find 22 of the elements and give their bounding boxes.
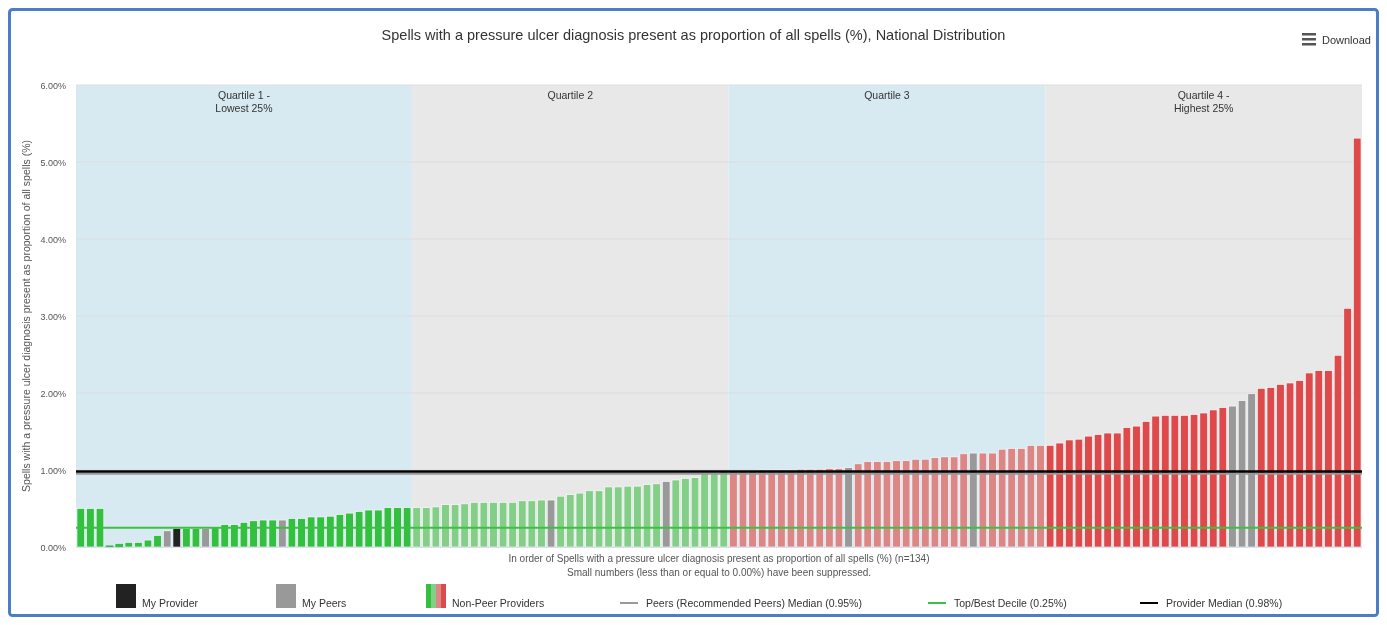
y-tick-label: 3.00%	[40, 311, 66, 322]
text: Small numbers (less than or equal to 0.00%) have been suppressed.	[566, 567, 872, 578]
y-tick-label: 2.00%	[40, 388, 66, 399]
y-tick-label: 4.00%	[40, 234, 66, 245]
legend-label: Top/Best Decile (0.25%)	[954, 597, 1067, 609]
y-tick-label: 0.00%	[40, 542, 66, 553]
text: Download	[1322, 34, 1371, 46]
y-axis-title: Spells with a pressure ulcer diagnosis present as proportion of all spells (%)	[20, 140, 32, 492]
legend-label: Non-Peer Providers	[452, 597, 545, 609]
legend-label: Provider Median (0.98%)	[1166, 597, 1283, 609]
annotation: Quartile 4 - Highest 25%	[1173, 89, 1234, 114]
legend-label: My Peers	[302, 597, 347, 609]
x-axis-title: In order of Spells with a pressure ulcer diagnosis present as proportion of all spells (%) (n=134)	[508, 553, 930, 564]
y-tick-label: 1.00%	[40, 465, 66, 476]
y-tick-label: 5.00%	[40, 157, 66, 168]
annotation: Quartile 1 - Lowest 25%	[215, 89, 273, 114]
annotation: Quartile 3	[864, 89, 910, 101]
legend-label: Peers (Recommended Peers) Median (0.95%)	[646, 597, 862, 609]
chart-title: Spells with a pressure ulcer diagnosis present as proportion of all spells (%), National Distribution	[381, 27, 1006, 43]
annotation: Quartile 2	[547, 89, 594, 101]
y-tick-label: 6.00%	[40, 80, 66, 91]
legend-label: My Provider	[142, 597, 199, 609]
